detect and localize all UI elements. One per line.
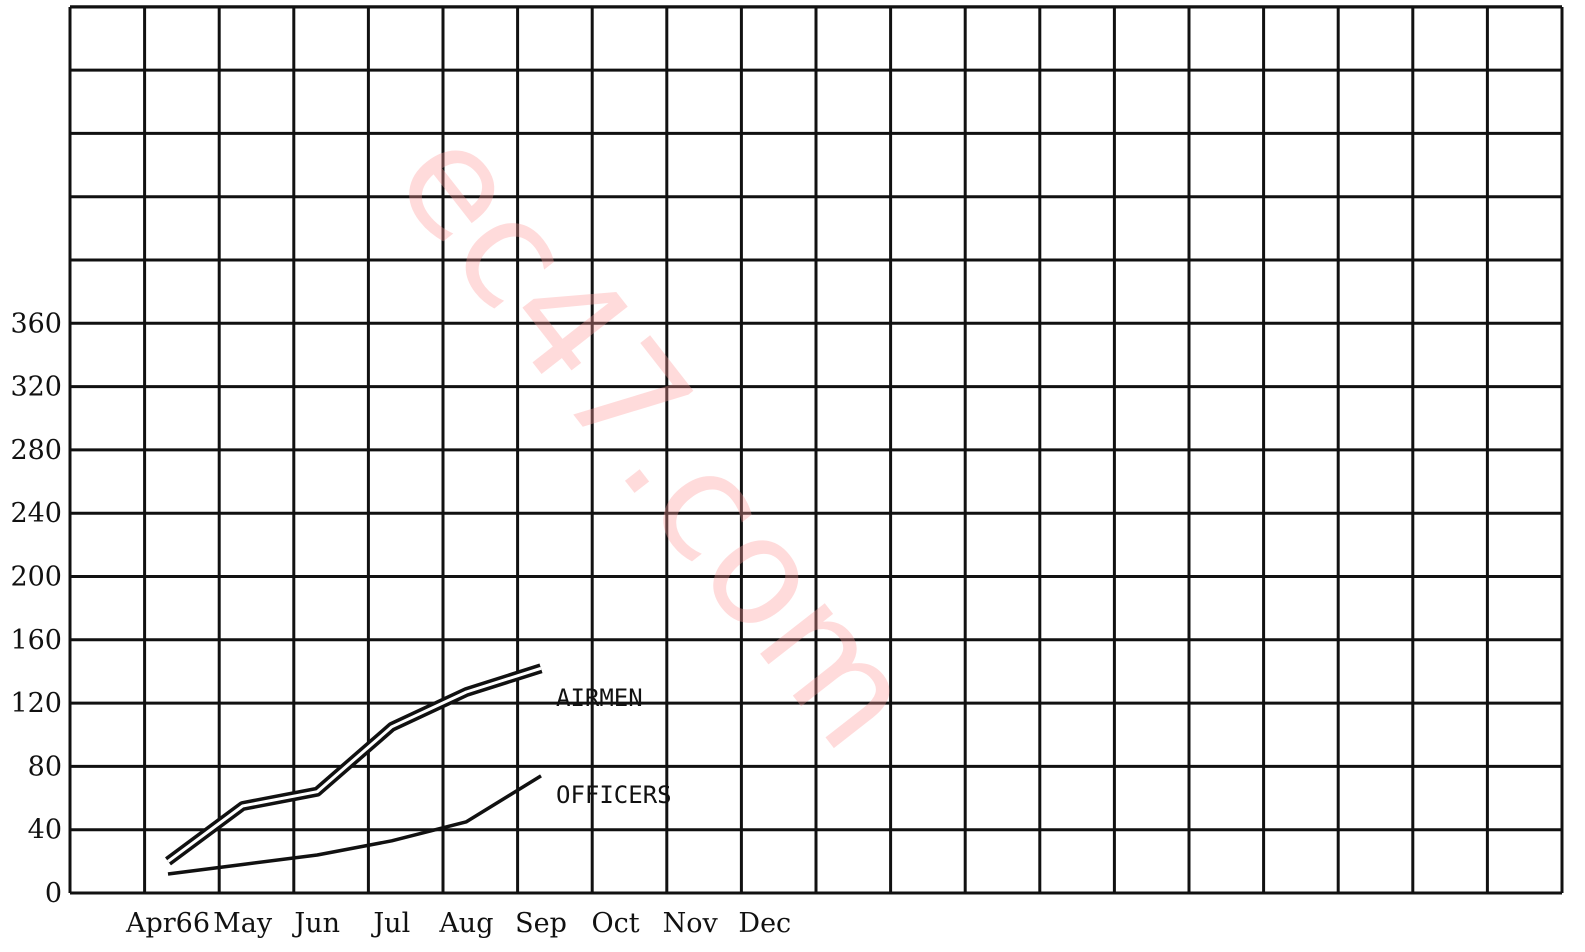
x-tick-label: May xyxy=(213,908,273,939)
y-axis-ticks: 0 40 80 120 160 200 240 280 320 360 xyxy=(10,308,62,909)
y-tick-label: 160 xyxy=(10,625,62,656)
officers-label: OFFICERS xyxy=(556,781,672,809)
chart-grid xyxy=(68,5,1564,895)
airmen-label: AIRMEN xyxy=(556,684,643,712)
y-tick-label: 120 xyxy=(10,688,62,719)
y-tick-label: 360 xyxy=(10,308,62,339)
x-tick-label: Oct xyxy=(592,908,640,939)
x-axis-ticks: Apr66 May Jun Jul Aug Sep Oct Nov Dec xyxy=(125,908,791,939)
series-group xyxy=(165,663,543,876)
y-tick-label: 240 xyxy=(10,498,62,529)
airmen-series-line xyxy=(165,663,543,866)
x-tick-label: Jun xyxy=(291,908,340,939)
x-tick-label: Aug xyxy=(438,908,493,939)
x-tick-label: Dec xyxy=(738,908,791,939)
x-tick-label: Sep xyxy=(515,908,567,939)
y-tick-label: 0 xyxy=(45,878,62,909)
y-tick-label: 200 xyxy=(10,562,62,593)
airmen-series-line-inner xyxy=(167,666,542,863)
series-labels: AIRMEN OFFICERS xyxy=(556,684,672,809)
y-tick-label: 80 xyxy=(28,751,62,782)
officers-series-line xyxy=(167,774,542,876)
x-tick-label: Nov xyxy=(663,908,719,939)
y-tick-label: 320 xyxy=(10,372,62,403)
x-tick-label: Apr66 xyxy=(125,908,210,939)
x-tick-label: Jul xyxy=(370,908,410,939)
y-tick-label: 40 xyxy=(28,815,62,846)
y-tick-label: 280 xyxy=(10,435,62,466)
